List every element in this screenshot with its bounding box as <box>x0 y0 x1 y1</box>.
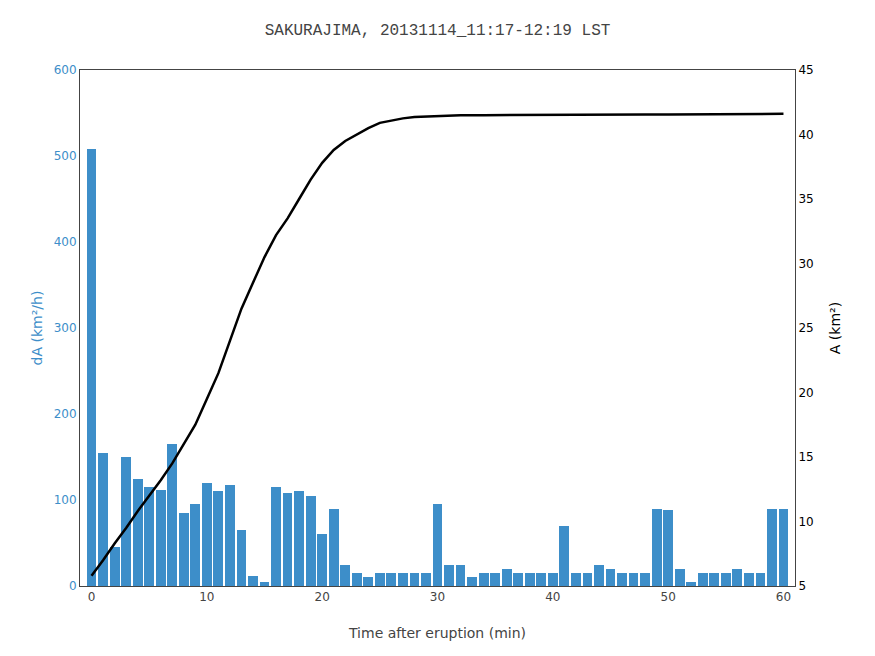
svg-text:A (km²): A (km²) <box>827 302 843 354</box>
svg-text:60: 60 <box>776 590 791 604</box>
svg-text:200: 200 <box>54 407 77 421</box>
svg-text:0: 0 <box>69 579 77 593</box>
svg-text:15: 15 <box>798 450 813 464</box>
svg-text:dA (km²/h): dA (km²/h) <box>29 291 45 366</box>
svg-text:20: 20 <box>798 386 813 400</box>
svg-text:400: 400 <box>54 235 77 249</box>
svg-text:40: 40 <box>545 590 560 604</box>
svg-text:10: 10 <box>199 590 214 604</box>
svg-text:5: 5 <box>798 579 806 593</box>
svg-text:35: 35 <box>798 192 813 206</box>
svg-text:40: 40 <box>798 128 813 142</box>
svg-text:50: 50 <box>661 590 676 604</box>
svg-text:Time after eruption (min): Time after eruption (min) <box>348 625 526 641</box>
svg-text:600: 600 <box>54 63 77 77</box>
svg-text:45: 45 <box>798 63 813 77</box>
svg-text:300: 300 <box>54 321 77 335</box>
svg-text:SAKURAJIMA, 20131114_11:17-12:: SAKURAJIMA, 20131114_11:17-12:19 LST <box>265 22 611 40</box>
svg-text:500: 500 <box>54 149 77 163</box>
svg-text:20: 20 <box>315 590 330 604</box>
svg-text:30: 30 <box>798 257 813 271</box>
svg-text:10: 10 <box>798 515 813 529</box>
svg-text:30: 30 <box>430 590 445 604</box>
svg-text:100: 100 <box>54 493 77 507</box>
svg-text:25: 25 <box>798 321 813 335</box>
svg-text:0: 0 <box>88 590 96 604</box>
